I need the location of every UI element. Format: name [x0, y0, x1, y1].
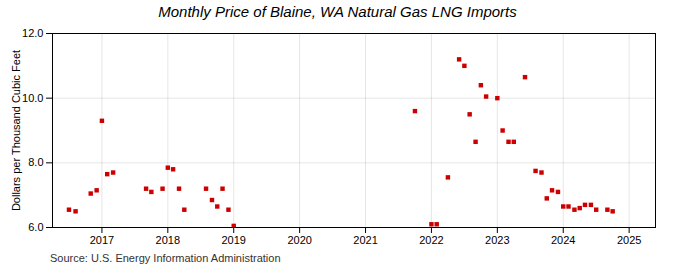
svg-text:12.0: 12.0	[22, 27, 43, 39]
html-text:Source: U.S. Energy Informatio: Source: U.S. Energy Information Administ…	[50, 252, 281, 264]
svg-text:2017: 2017	[90, 234, 114, 246]
svg-text:10.0: 10.0	[22, 92, 43, 104]
svg-text:2024: 2024	[551, 234, 575, 246]
svg-text:2025: 2025	[617, 234, 641, 246]
svg-text:2021: 2021	[353, 234, 377, 246]
svg-text:Dollars per Thousand Cubic Fee: Dollars per Thousand Cubic Feet	[10, 50, 22, 211]
svg-text:2019: 2019	[221, 234, 245, 246]
svg-text:8.0: 8.0	[28, 156, 43, 168]
html-text:Monthly Price of Blaine, WA Na: Monthly Price of Blaine, WA Natural Gas …	[158, 3, 517, 20]
svg-text:2020: 2020	[287, 234, 311, 246]
svg-text:2023: 2023	[485, 234, 509, 246]
svg-text:6.0: 6.0	[28, 221, 43, 233]
svg-text:2018: 2018	[156, 234, 180, 246]
svg-text:2022: 2022	[419, 234, 443, 246]
